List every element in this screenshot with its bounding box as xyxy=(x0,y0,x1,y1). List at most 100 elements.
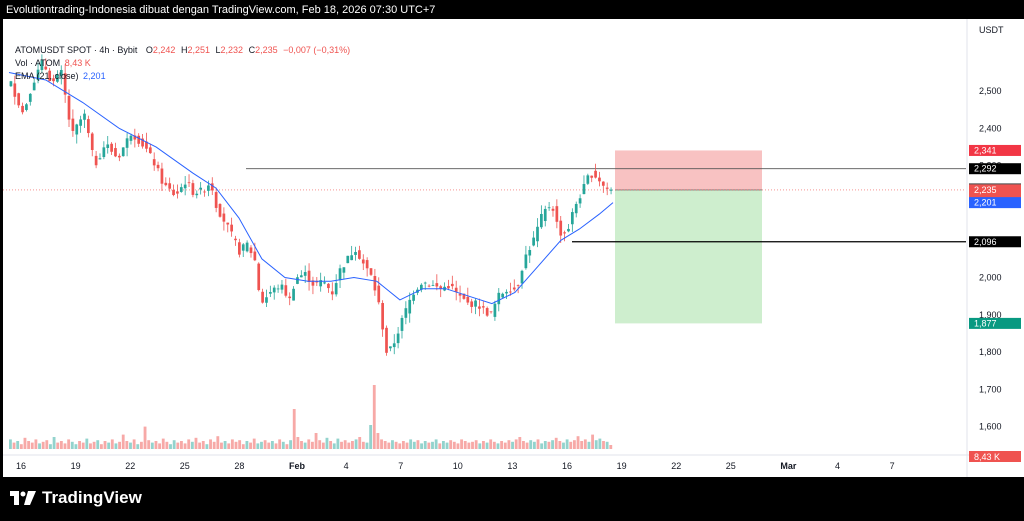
volume-bar xyxy=(274,443,278,449)
price-badge[interactable] xyxy=(969,163,1021,175)
candle-body xyxy=(13,83,17,97)
volume-bar xyxy=(318,440,322,449)
tradingview-logo[interactable]: TradingView xyxy=(10,488,142,508)
time-tick-label: 4 xyxy=(344,461,349,471)
price-axis-unit: USDT xyxy=(979,25,1004,35)
volume-bar xyxy=(230,439,234,449)
volume-bar xyxy=(369,425,373,449)
candle-body xyxy=(288,296,292,299)
price-chart[interactable]: USDT2,5002,4002,3002,2002,1002,0001,9001… xyxy=(3,19,1021,477)
volume-bar xyxy=(401,441,405,449)
legend-symbol-row: ATOMUSDT SPOT · 4h · Bybit O2,242 H2,251… xyxy=(15,44,350,57)
candle-body xyxy=(447,286,450,289)
price-badge-label: 1,877 xyxy=(974,318,997,328)
candle-body xyxy=(311,280,315,286)
candle-body xyxy=(454,287,458,292)
candle-body xyxy=(327,283,330,289)
take-profit-zone[interactable] xyxy=(615,189,762,324)
candle-body xyxy=(129,135,133,141)
volume-bar xyxy=(220,442,223,449)
volume-bar xyxy=(372,385,376,449)
candle-body xyxy=(114,148,117,157)
candle-body xyxy=(245,242,249,252)
candle-body xyxy=(323,282,326,284)
candle-body xyxy=(427,285,431,287)
candle-body xyxy=(137,135,141,144)
volume-bar xyxy=(343,440,347,449)
volume-bar xyxy=(420,443,423,449)
volume-bar xyxy=(609,445,613,449)
legend-low: 2,232 xyxy=(220,45,244,55)
candle-body xyxy=(543,208,547,222)
time-tick-label: 13 xyxy=(507,461,517,471)
candle-body xyxy=(563,232,566,234)
volume-bar xyxy=(27,441,31,449)
volume-bar xyxy=(103,441,107,449)
legend-symbol[interactable]: ATOMUSDT SPOT · 4h · Bybit xyxy=(15,45,138,55)
volume-bar xyxy=(431,441,434,449)
candle-body xyxy=(36,69,40,81)
time-tick-label: Mar xyxy=(780,461,797,471)
volume-bar xyxy=(507,440,511,449)
volume-bar xyxy=(263,440,267,449)
candle-body xyxy=(377,285,381,303)
volume-bar xyxy=(587,441,591,449)
price-badge[interactable] xyxy=(969,317,1021,329)
legend-ema-row[interactable]: EMA (21, close) 2,201 xyxy=(15,70,350,83)
candle-body xyxy=(319,280,323,287)
candle-body xyxy=(501,293,505,298)
volume-bar xyxy=(292,409,296,449)
candle-body xyxy=(203,191,206,193)
candle-body xyxy=(210,183,214,191)
volume-bar xyxy=(380,439,383,449)
volume-bar xyxy=(485,442,489,449)
candle-body xyxy=(365,260,369,269)
volume-bar xyxy=(23,437,27,449)
candle-body xyxy=(230,224,233,232)
volume-bar xyxy=(70,441,74,449)
candle-body xyxy=(9,81,13,87)
price-badge[interactable] xyxy=(969,197,1021,209)
volume-bar xyxy=(583,439,587,449)
candle-body xyxy=(148,147,152,154)
volume-bar xyxy=(427,442,431,449)
volume-bar xyxy=(227,443,231,449)
candle-body xyxy=(381,302,384,330)
legend-volume-row[interactable]: Vol · ATOM 8,43 K xyxy=(15,57,350,70)
volume-bar xyxy=(74,444,78,449)
volume-bar xyxy=(132,439,136,449)
time-tick-label: 7 xyxy=(890,461,895,471)
volume-bar xyxy=(212,441,216,449)
candle-body xyxy=(598,177,601,182)
candle-body xyxy=(497,292,501,305)
volume-bar xyxy=(536,439,540,449)
volume-bar xyxy=(59,441,63,449)
volume-badge[interactable] xyxy=(969,451,1021,462)
volume-bar xyxy=(19,444,23,449)
volume-bar xyxy=(285,444,289,449)
time-tick-label: 25 xyxy=(726,461,736,471)
candle-body xyxy=(431,284,435,286)
price-badge[interactable] xyxy=(969,144,1021,156)
candle-body xyxy=(601,181,605,186)
candle-body xyxy=(307,270,311,283)
volume-bar xyxy=(449,440,453,449)
volume-bar xyxy=(139,441,143,449)
volume-bar xyxy=(376,433,380,449)
candle-body xyxy=(48,70,52,82)
volume-bar xyxy=(492,441,496,449)
candle-body xyxy=(435,283,439,287)
price-badge[interactable] xyxy=(969,236,1021,248)
volume-bar xyxy=(209,439,212,449)
volume-bar xyxy=(478,443,482,449)
volume-bar xyxy=(136,444,140,449)
legend-o-label: O xyxy=(145,45,153,55)
legend-high: 2,251 xyxy=(187,45,210,55)
stop-loss-zone[interactable] xyxy=(615,150,762,190)
volume-bar xyxy=(190,441,194,449)
chart-frame[interactable]: USDT2,5002,4002,3002,2002,1002,0001,9001… xyxy=(3,19,1024,477)
candle-body xyxy=(156,164,160,169)
candle-body xyxy=(52,78,55,82)
volume-bar xyxy=(351,441,354,449)
volume-bar xyxy=(89,443,92,449)
